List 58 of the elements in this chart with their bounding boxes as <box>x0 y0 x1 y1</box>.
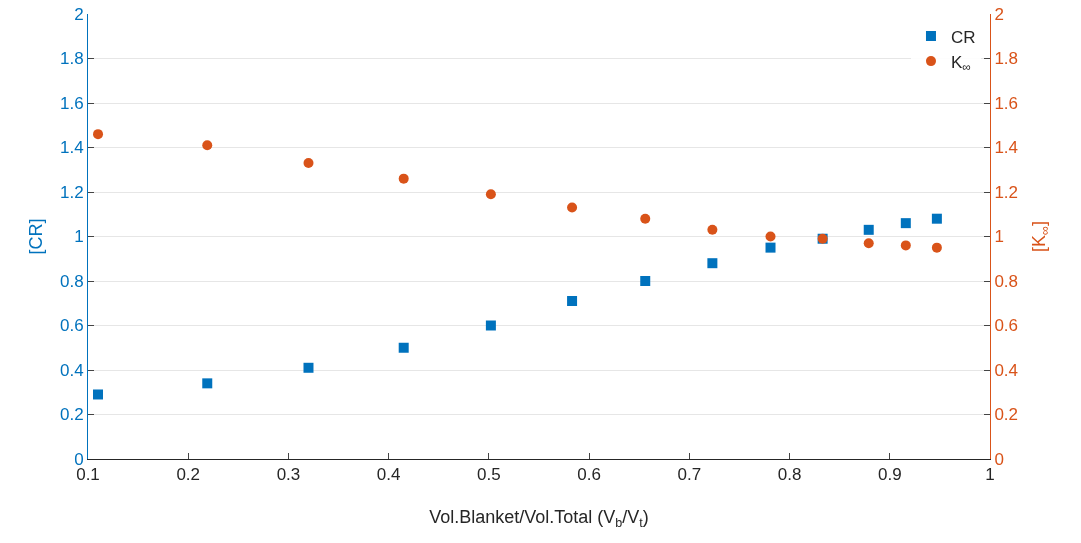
y2-tick-label: 2 <box>994 4 1004 24</box>
y-tick-label: 1.6 <box>59 93 84 113</box>
x-tick-label: 0.8 <box>777 465 802 485</box>
x-tick-label: 0.2 <box>176 465 201 485</box>
point <box>93 389 104 400</box>
y-tick-label: 2 <box>74 4 84 24</box>
point <box>398 342 409 353</box>
point <box>93 129 104 140</box>
y2-tick-label: 0.6 <box>994 316 1019 336</box>
x-tick-label: 0.9 <box>877 465 902 485</box>
y-tick-label: 0.4 <box>59 360 84 380</box>
y-tick-label: 1.8 <box>59 49 84 69</box>
point <box>863 224 874 235</box>
point <box>931 213 942 224</box>
point <box>303 158 314 169</box>
x-tick-label: 0.4 <box>376 465 401 485</box>
y2-tick-label: 1.4 <box>994 138 1019 158</box>
y2-tick-label: 0.4 <box>994 360 1019 380</box>
y-tick-label: 1.2 <box>59 182 84 202</box>
y2-tick-label: 1.2 <box>994 182 1019 202</box>
point <box>485 189 496 200</box>
y-tick-label: 1.4 <box>59 138 84 158</box>
point <box>640 276 651 286</box>
point <box>567 296 578 307</box>
point <box>202 140 213 151</box>
point <box>398 173 409 184</box>
point <box>202 378 213 389</box>
x-tick-label: 0.7 <box>677 465 702 485</box>
y-axis-title: [CR] <box>26 218 46 255</box>
y-tick-label: 0.8 <box>59 271 84 291</box>
y2-tick-label: 0.8 <box>994 271 1019 291</box>
y2-tick-label: 0.2 <box>994 405 1019 425</box>
point <box>900 218 911 229</box>
point <box>303 362 314 373</box>
y2-tick-label: 1.6 <box>994 93 1019 113</box>
point <box>900 240 911 251</box>
x-tick-label: 0.5 <box>477 465 501 485</box>
y2-tick-label: 1 <box>994 227 1004 247</box>
y2-tick-label: 0 <box>994 449 1004 469</box>
y-tick-label: 0.2 <box>59 405 84 425</box>
x-tick-label: 0.3 <box>276 465 301 485</box>
legend-label: K$_{∞}$ <box>950 52 971 75</box>
point <box>707 258 718 269</box>
point <box>707 224 718 235</box>
y2-tick-label: 1.8 <box>994 49 1019 69</box>
y-tick-label: 0.6 <box>59 316 84 336</box>
point <box>485 320 496 331</box>
point <box>931 242 942 253</box>
point <box>567 202 578 213</box>
point <box>765 242 776 253</box>
y-tick-label: 1 <box>74 227 84 247</box>
point <box>640 213 651 224</box>
x-axis-title: Vol.Blanket/Vol.Total (V$_{b}$/V$_{t}$) <box>429 507 649 530</box>
point <box>863 238 874 249</box>
legend-label: CR <box>950 27 976 47</box>
point <box>765 231 776 242</box>
x-tick-label: 1 <box>985 465 995 485</box>
x-tick-label: 0.6 <box>577 465 601 485</box>
